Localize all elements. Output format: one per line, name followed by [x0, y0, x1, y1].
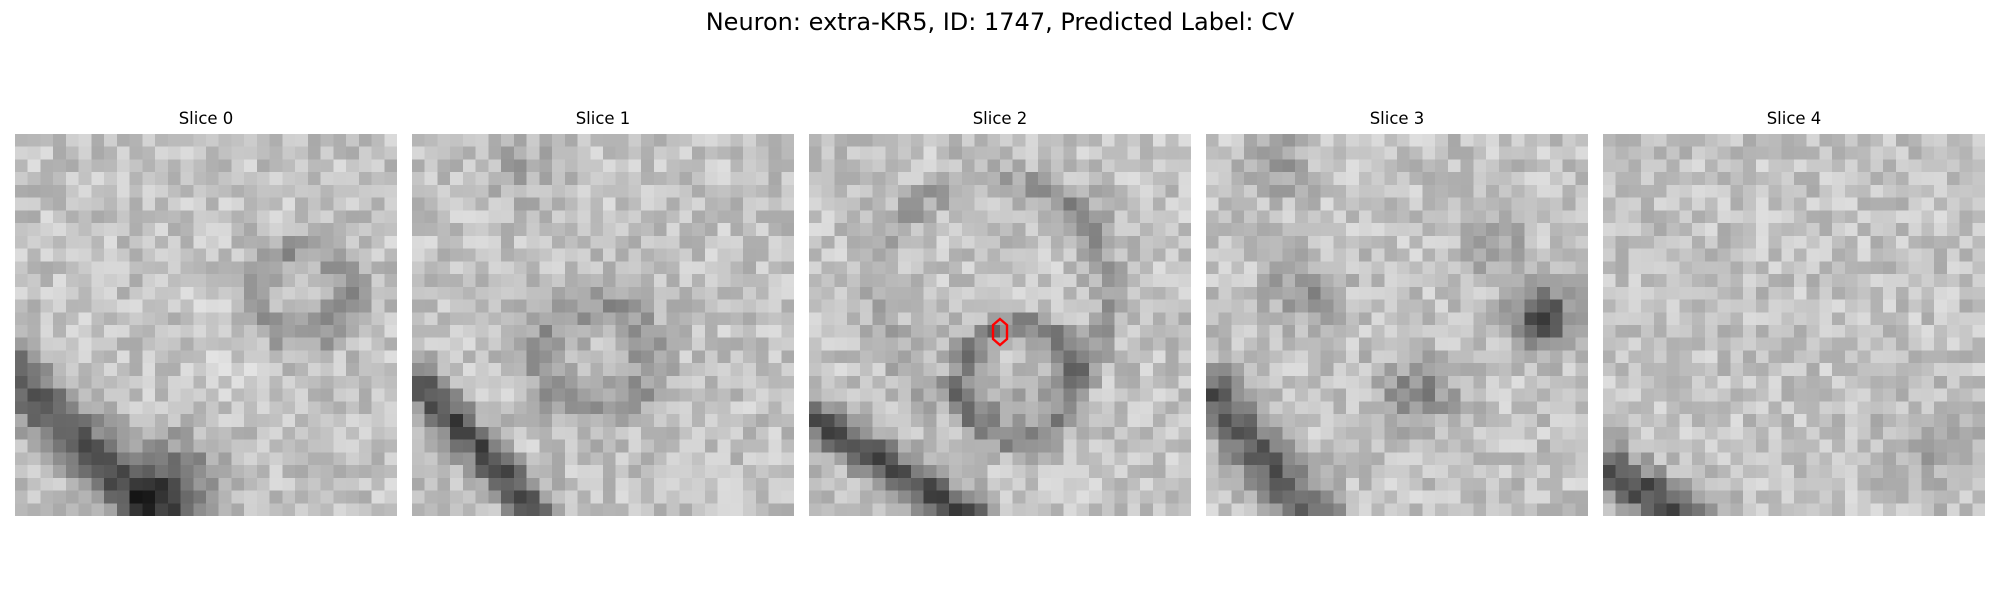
slice-image-canvas: [1206, 134, 1588, 516]
slice-image: [1206, 134, 1588, 516]
synapse-marker-icon: [991, 317, 1009, 347]
slice-image: [412, 134, 794, 516]
slice-image: [15, 134, 397, 516]
slice-panel-2: Slice 2: [809, 108, 1191, 516]
slice-title: Slice 3: [1369, 109, 1425, 128]
slice-title: Slice 2: [972, 109, 1028, 128]
slice-image-canvas: [809, 134, 1191, 516]
slice-image-canvas: [15, 134, 397, 516]
slice-title: Slice 1: [575, 109, 631, 128]
slice-image-canvas: [412, 134, 794, 516]
slice-image: [1603, 134, 1985, 516]
figure-title: Neuron: extra-KR5, ID: 1747, Predicted L…: [705, 8, 1295, 36]
slice-image: [809, 134, 1191, 516]
slice-title: Slice 4: [1766, 109, 1822, 128]
slice-panel-1: Slice 1: [412, 108, 794, 516]
slice-image-canvas: [1603, 134, 1985, 516]
slice-panel-0: Slice 0: [15, 108, 397, 516]
slice-title: Slice 0: [178, 109, 234, 128]
slice-panel-3: Slice 3: [1206, 108, 1588, 516]
slice-panel-4: Slice 4: [1603, 108, 1985, 516]
